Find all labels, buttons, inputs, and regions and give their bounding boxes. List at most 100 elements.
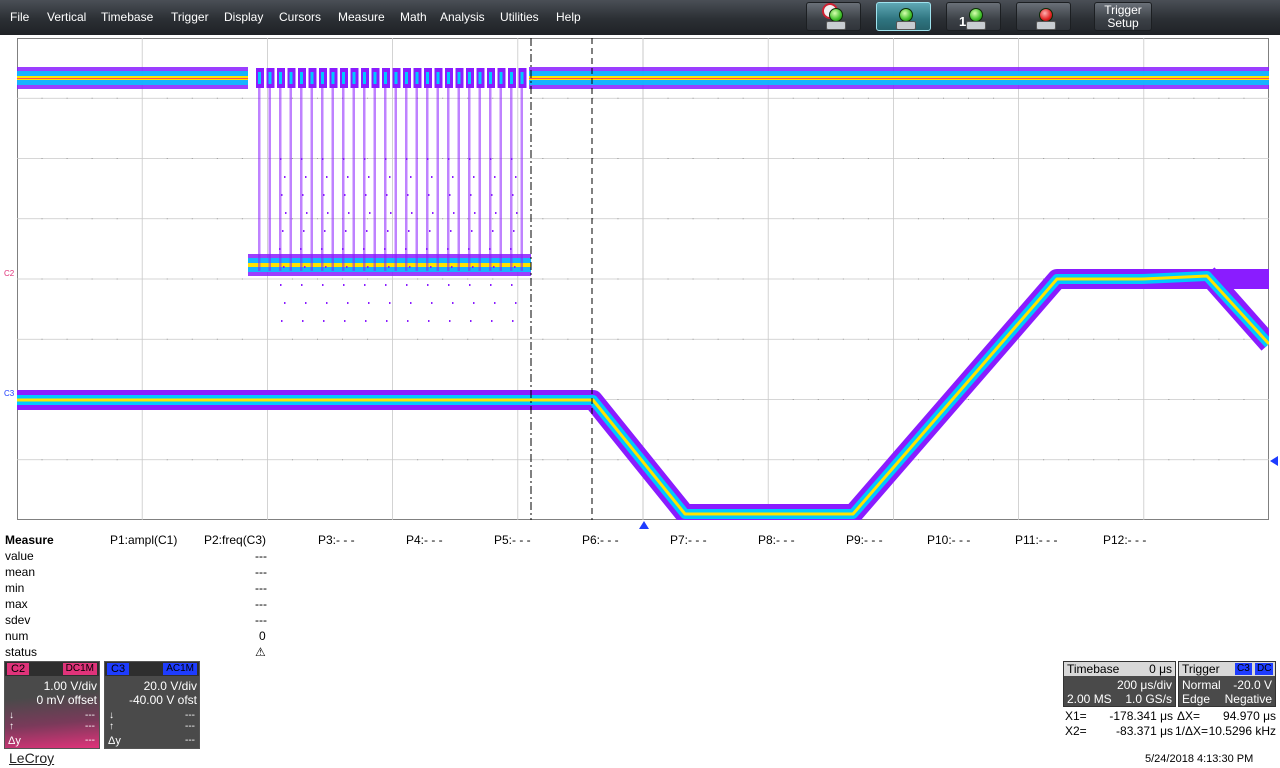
c2-persist-dot	[304, 266, 306, 268]
grid-dot	[1243, 97, 1245, 99]
c2-persist-dot	[510, 248, 512, 250]
menu-analysis[interactable]: Analysis	[440, 10, 485, 24]
trigger-descriptor-box[interactable]: Trigger C3 DC Normal -20.0 V Edge Negati…	[1178, 661, 1276, 707]
grid-dot	[467, 218, 469, 220]
single-trigger-button[interactable]: 1	[946, 2, 1001, 31]
trigger-setup-button[interactable]: Trigger Setup	[1094, 2, 1152, 31]
param-p2[interactable]: P2:freq(C3)	[204, 533, 267, 547]
c3-ground-marker[interactable]: C3	[4, 389, 15, 398]
grid-dot	[367, 158, 369, 159]
grid-dot	[1193, 158, 1195, 159]
c2-ground-marker[interactable]: C2	[4, 269, 15, 278]
c2-pulse-edge	[426, 69, 429, 271]
grid-dot	[1243, 459, 1245, 461]
menu-math[interactable]: Math	[400, 10, 427, 24]
menu-timebase[interactable]: Timebase	[101, 10, 154, 24]
c2-persist-dot	[300, 248, 302, 250]
timebase-samples: 2.00 MS	[1067, 692, 1112, 706]
stop-trigger-button[interactable]	[1016, 2, 1071, 31]
c3-descriptor-box[interactable]: C3 AC1M 20.0 V/div -40.00 V ofst ↓ ↑ ---…	[104, 661, 200, 749]
c2-persist-dot	[514, 266, 516, 268]
grid-dot	[191, 278, 193, 280]
trigger-position-marker[interactable]	[639, 521, 649, 529]
param-p6[interactable]: P6:- - -	[582, 533, 619, 547]
grid-dot	[842, 338, 844, 340]
grid-dot	[667, 399, 669, 400]
grid-dot	[968, 459, 970, 461]
c2-persist-dot	[365, 320, 367, 322]
grid-dot	[367, 338, 369, 340]
grid-dot	[1118, 218, 1120, 220]
c2-pulse-edge	[394, 69, 397, 271]
grid-dot	[41, 459, 43, 461]
grid-dot	[942, 158, 944, 159]
menu-display[interactable]: Display	[224, 10, 264, 24]
lecroy-logo: LeCroy	[9, 750, 55, 766]
c2-persist-dot	[448, 284, 450, 286]
c2-persist-dot	[429, 230, 431, 232]
menu-vertical[interactable]: Vertical	[47, 10, 87, 24]
grid-dot	[316, 218, 318, 220]
trigger-label: Trigger	[1182, 662, 1220, 676]
menu-cursors[interactable]: Cursors	[279, 10, 322, 24]
c2-pulse-high-core	[331, 72, 335, 84]
grid-dot	[66, 218, 68, 220]
grid-dot	[717, 338, 719, 340]
c2-persist-dot	[363, 248, 365, 250]
grid-dot	[467, 459, 469, 461]
row-label-max: max	[5, 597, 28, 611]
grid-dot	[467, 158, 469, 159]
grid-dot	[417, 338, 419, 340]
grid-dot	[116, 218, 118, 220]
grid-dot	[942, 97, 944, 99]
menu-trigger[interactable]: Trigger	[171, 10, 209, 24]
timebase-descriptor-box[interactable]: Timebase 0 μs 200 μs/div 2.00 MS 1.0 GS/…	[1063, 661, 1176, 707]
menu-help[interactable]: Help	[556, 10, 581, 24]
grid-dot	[342, 278, 344, 280]
trigger-type: Edge	[1182, 692, 1211, 706]
c2-pulse-edge	[520, 69, 523, 271]
c2-persist-dot	[515, 176, 517, 178]
menu-measure[interactable]: Measure	[338, 10, 385, 24]
param-p4[interactable]: P4:- - -	[406, 533, 443, 547]
param-p3[interactable]: P3:- - -	[318, 533, 355, 547]
param-p9[interactable]: P9:- - -	[846, 533, 883, 547]
c2-persist-dot	[365, 194, 367, 196]
param-p1[interactable]: P1:ampl(C1)	[110, 533, 178, 547]
menu-utilities[interactable]: Utilities	[500, 10, 539, 24]
light-base-icon	[1036, 21, 1056, 30]
grid-dot	[842, 459, 844, 461]
param-p12[interactable]: P12:- - -	[1103, 533, 1147, 547]
param-p10[interactable]: P10:- - -	[927, 533, 971, 547]
cursor-x2-label: X2=	[1065, 724, 1087, 738]
c2-up-arrow-icon: ↑	[9, 721, 14, 732]
normal-trigger-button[interactable]	[876, 2, 931, 31]
c2-persist-dot	[284, 176, 286, 178]
grid-dot	[1243, 158, 1245, 159]
c2-descriptor-box[interactable]: C2 DC1M 1.00 V/div 0 mV offset ↓ ↑ --- -…	[4, 661, 100, 749]
c2-pulse-high-core	[457, 72, 461, 84]
c2-pulse-edge	[489, 69, 492, 271]
c2-pulse-high-core	[499, 72, 503, 84]
trigger-level-marker[interactable]	[1270, 456, 1278, 466]
param-p11[interactable]: P11:- - -	[1015, 533, 1058, 547]
menu-file[interactable]: File	[10, 10, 30, 24]
c2-pulse-edge	[405, 69, 408, 271]
grid-dot	[1043, 158, 1045, 159]
grid-dot	[792, 399, 794, 400]
grid-dot	[917, 218, 919, 220]
grid-dot	[1093, 399, 1095, 400]
grid-dot	[467, 97, 469, 99]
grid-dot	[66, 459, 68, 461]
c2-pulse-high-core	[394, 72, 398, 84]
auto-trigger-button[interactable]	[806, 2, 861, 31]
grid-dot	[1118, 399, 1120, 400]
grid-dot	[467, 338, 469, 340]
param-p8[interactable]: P8:- - -	[758, 533, 795, 547]
trigger-setup-line2: Setup	[1107, 16, 1139, 30]
param-p7[interactable]: P7:- - -	[670, 533, 707, 547]
grid-dot	[1043, 338, 1045, 340]
grid-dot	[917, 278, 919, 280]
param-p5[interactable]: P5:- - -	[494, 533, 531, 547]
grid-dot	[842, 278, 844, 280]
